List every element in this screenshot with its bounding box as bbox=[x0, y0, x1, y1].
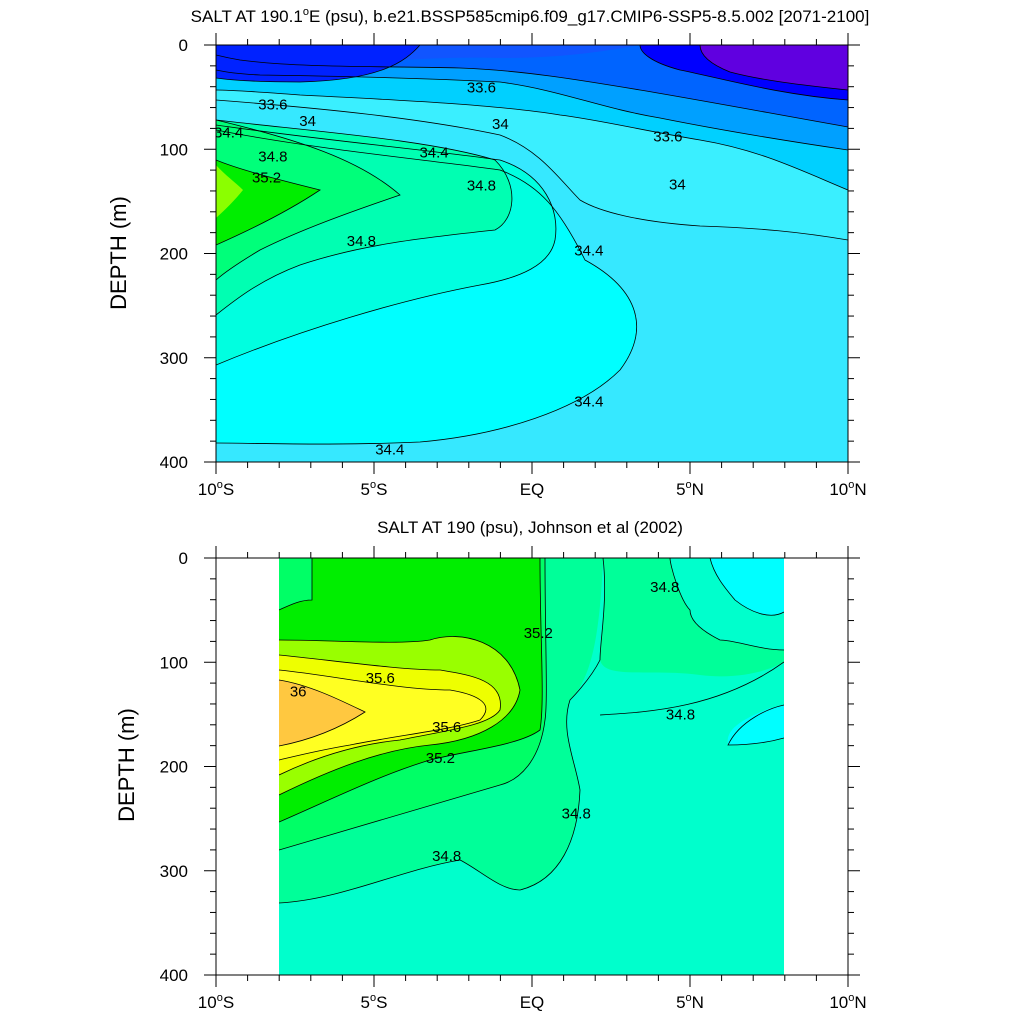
band-34.4-34.6-east bbox=[710, 558, 784, 616]
x-tick-label: EQ bbox=[520, 993, 545, 1012]
contour-label: 34.8 bbox=[650, 579, 679, 596]
panel-obs: SALT AT 190 (psu), Johnson et al (2002) bbox=[114, 518, 867, 1012]
panel-model: SALT AT 190.1oE (psu), b.e21.BSSP585cmip… bbox=[106, 6, 869, 499]
contour-label: 34.4 bbox=[214, 125, 243, 142]
contour-field-model: 33.6 33.6 33.6 34 34 34 34.4 34.4 34.4 34.4 34.4 34… bbox=[214, 45, 848, 462]
contour-line bbox=[216, 54, 848, 128]
contour-line bbox=[216, 99, 848, 241]
y-tick-label: 200 bbox=[160, 245, 188, 264]
contour-lines-obs bbox=[279, 558, 784, 904]
band-34.4-34.6-east2 bbox=[727, 705, 784, 745]
contour-label: 33.6 bbox=[653, 129, 682, 146]
contour-label: 34.4 bbox=[574, 242, 603, 259]
contour-line bbox=[216, 119, 401, 281]
x-tick-label: 5oN bbox=[676, 992, 704, 1012]
contour-line bbox=[216, 45, 421, 83]
y-tick-label: 300 bbox=[160, 349, 188, 368]
contour-label: 34 bbox=[299, 113, 316, 130]
x-tick-label: 10oN bbox=[829, 992, 866, 1012]
y-tick-label: 300 bbox=[160, 862, 188, 881]
contour-line bbox=[216, 69, 848, 151]
y-tick-label: 400 bbox=[160, 966, 188, 985]
contour-label: 35.2 bbox=[252, 169, 281, 186]
y-tick-label: 100 bbox=[160, 140, 188, 159]
contour-label: 34.8 bbox=[562, 805, 591, 822]
contour-label: 34.4 bbox=[375, 441, 404, 458]
contour-line bbox=[279, 558, 313, 611]
y-axis-label: DEPTH (m) bbox=[106, 196, 131, 310]
contour-labels-obs: 34.8 34.8 34.8 34.8 35.2 35.2 35.6 35.6 36 bbox=[290, 579, 695, 865]
contour-label: 34.8 bbox=[258, 149, 287, 166]
x-tick-label: 5oS bbox=[361, 479, 388, 499]
y-tick-label: 200 bbox=[160, 758, 188, 777]
contour-line bbox=[216, 89, 848, 191]
x-tick-label: 10oN bbox=[829, 479, 866, 499]
panel-obs-title: SALT AT 190 (psu), Johnson et al (2002) bbox=[377, 518, 683, 537]
contour-line bbox=[669, 558, 784, 651]
band-lt-33.2 bbox=[700, 45, 848, 90]
contour-label: 34.8 bbox=[347, 233, 376, 250]
contour-label: 34.8 bbox=[666, 706, 695, 723]
contour-line bbox=[709, 558, 784, 616]
contour-label: 36 bbox=[290, 683, 307, 700]
panel-model-title: SALT AT 190.1oE (psu), b.e21.BSSP585cmip… bbox=[191, 6, 870, 26]
contour-label: 35.6 bbox=[366, 670, 395, 687]
contour-line bbox=[216, 159, 321, 246]
contour-line bbox=[599, 661, 784, 716]
contour-line bbox=[279, 654, 501, 776]
band-34.8-35.0 bbox=[279, 558, 784, 677]
x-tick-label: 10oS bbox=[198, 479, 234, 499]
band-35.4-35.6 bbox=[216, 165, 243, 218]
contour-label: 34 bbox=[492, 116, 509, 133]
y-tick-label: 0 bbox=[179, 549, 188, 568]
contour-field-obs: 34.8 34.8 34.8 34.8 35.2 35.2 35.6 35.6 36 bbox=[279, 558, 784, 975]
contour-lines-model bbox=[216, 45, 848, 445]
contour-line bbox=[216, 129, 637, 445]
band-35.2-35.4 bbox=[216, 160, 320, 245]
contour-line bbox=[279, 669, 487, 761]
contour-label: 34 bbox=[669, 177, 686, 194]
y-axis-label: DEPTH (m) bbox=[114, 708, 139, 822]
band-33.2-west bbox=[216, 45, 420, 82]
axis-ticks-top: 0 100 200 300 400 10oS 5oS EQ 5oN 10oN bbox=[160, 33, 867, 499]
x-tick-label: EQ bbox=[520, 480, 545, 499]
contour-line bbox=[216, 119, 513, 316]
contour-line bbox=[216, 124, 557, 366]
contour-line bbox=[699, 45, 848, 91]
contour-label: 34.8 bbox=[467, 178, 496, 195]
x-tick-label: 10oS bbox=[198, 992, 234, 1012]
band-35.0-35.2 bbox=[216, 120, 400, 280]
y-tick-label: 400 bbox=[160, 453, 188, 472]
contour-line bbox=[279, 636, 521, 796]
contour-line bbox=[279, 558, 543, 823]
contour-labels-model: 33.6 33.6 33.6 34 34 34 34.4 34.4 34.4 34.4 34.4 34… bbox=[214, 80, 686, 459]
contour-label: 33.6 bbox=[258, 96, 287, 113]
contour-label: 35.6 bbox=[432, 719, 461, 736]
contour-label: 33.6 bbox=[467, 80, 496, 97]
contour-line bbox=[279, 558, 547, 851]
contour-line bbox=[279, 558, 606, 904]
contour-label: 34.8 bbox=[432, 848, 461, 865]
contour-label: 35.2 bbox=[524, 625, 553, 642]
contour-label: 34.4 bbox=[419, 144, 448, 161]
contour-line bbox=[279, 679, 366, 747]
x-tick-label: 5oS bbox=[361, 992, 388, 1012]
band-gt-36.0 bbox=[279, 680, 365, 746]
y-tick-label: 100 bbox=[160, 653, 188, 672]
contour-line bbox=[727, 704, 784, 746]
x-tick-label: 5oN bbox=[676, 479, 704, 499]
contour-line bbox=[639, 45, 848, 101]
band-35.8-36.0 bbox=[279, 670, 486, 760]
y-tick-label: 0 bbox=[179, 36, 188, 55]
contour-label: 35.2 bbox=[426, 750, 455, 767]
contour-label: 34.4 bbox=[574, 394, 603, 411]
axis-ticks-bottom: 0 100 200 300 400 10oS 5oS EQ 5oN 10oN bbox=[160, 546, 867, 1012]
